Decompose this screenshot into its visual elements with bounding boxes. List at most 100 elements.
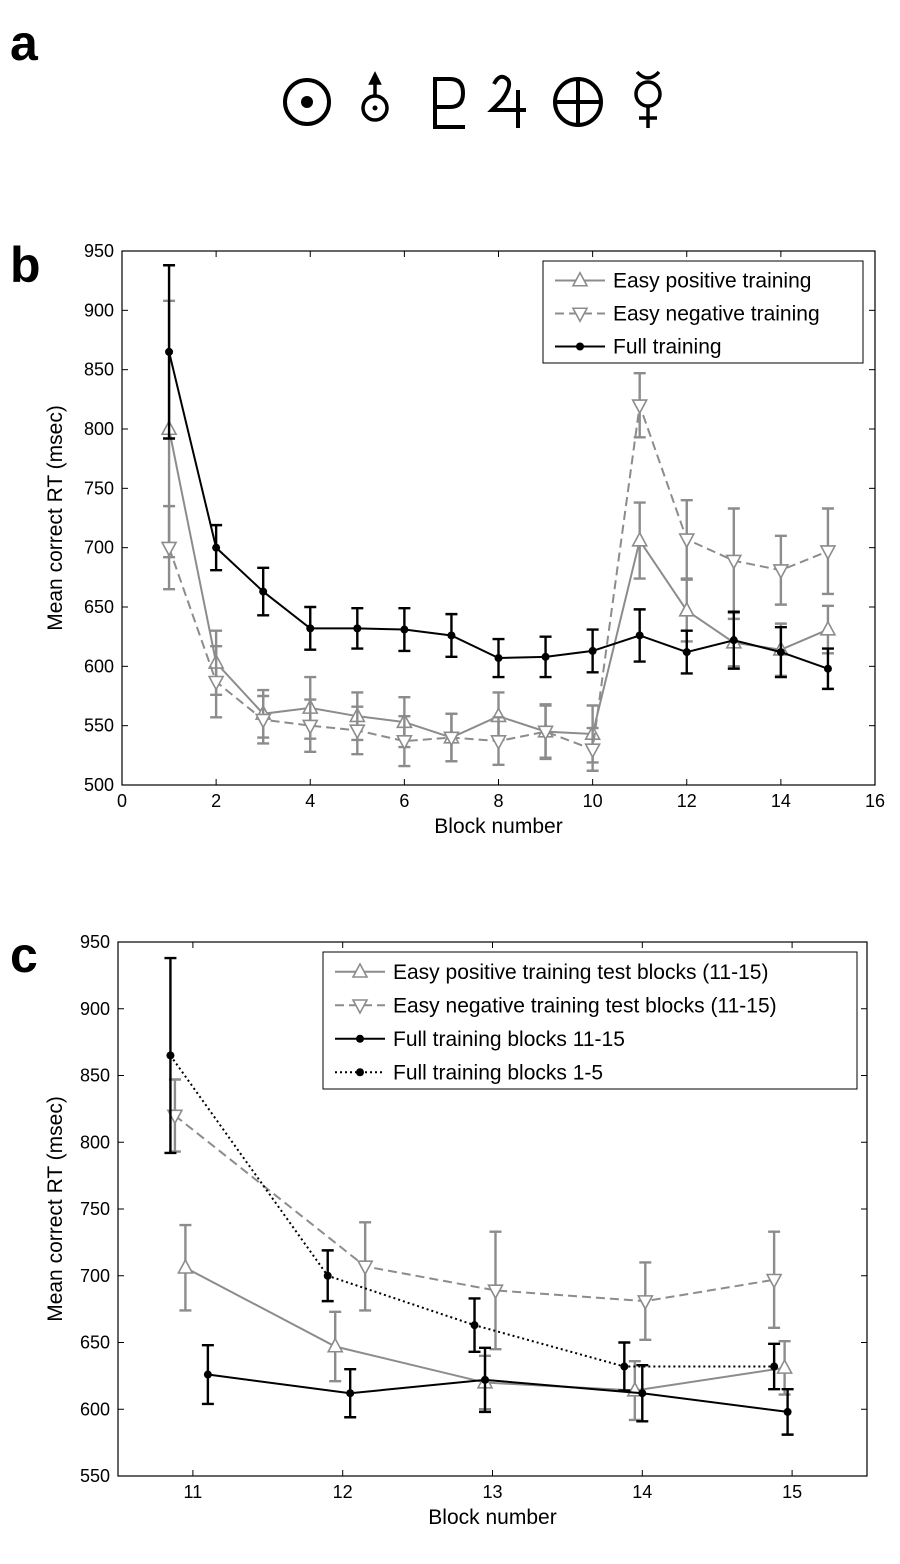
legend-marker — [351, 999, 369, 1015]
data-point — [541, 652, 550, 661]
panel-label-b: b — [10, 237, 41, 293]
legend-marker — [356, 1068, 364, 1077]
pluto-icon — [433, 77, 466, 129]
y-tick-label: 500 — [84, 775, 114, 795]
legend-label: Easy positive training test blocks (11-1… — [393, 961, 768, 984]
x-tick-label: 2 — [211, 791, 221, 811]
y-tick-label: 600 — [80, 1399, 110, 1419]
data-point — [481, 1375, 490, 1384]
data-point — [776, 1358, 793, 1374]
y-tick-label: 600 — [84, 656, 114, 676]
data-point — [537, 725, 554, 741]
data-point — [823, 664, 832, 673]
x-tick-label: 14 — [771, 791, 791, 811]
y-tick-label: 650 — [84, 597, 114, 617]
data-point — [487, 1284, 504, 1300]
data-point — [635, 631, 644, 640]
data-point — [443, 731, 460, 747]
data-point — [207, 675, 225, 692]
data-point — [353, 624, 362, 633]
y-tick-label: 550 — [80, 1466, 110, 1486]
legend-marker — [571, 271, 589, 287]
data-point — [165, 347, 174, 356]
series-2 — [201, 1343, 794, 1436]
data-point — [588, 646, 597, 655]
y-tick-label: 950 — [84, 241, 114, 261]
x-tick-label: 11 — [184, 1482, 203, 1502]
x-tick-label: 10 — [583, 791, 603, 811]
data-point — [203, 1370, 212, 1379]
y-tick-label: 750 — [80, 1199, 110, 1219]
data-point — [776, 648, 785, 657]
series-2 — [163, 264, 834, 691]
data-point — [819, 620, 837, 636]
x-tick-label: 16 — [865, 791, 885, 811]
data-point — [212, 543, 221, 552]
x-tick-label: 13 — [482, 1482, 502, 1502]
data-point — [631, 399, 649, 415]
data-point — [636, 1295, 654, 1311]
data-point — [470, 1321, 479, 1330]
earth-icon — [553, 77, 603, 127]
y-tick-label: 850 — [80, 1066, 110, 1086]
data-point — [494, 654, 503, 663]
y-tick-label: 550 — [84, 716, 114, 736]
uranus-icon — [361, 71, 389, 122]
x-tick-label: 12 — [677, 791, 697, 811]
symbol-row — [283, 70, 662, 129]
data-point — [772, 564, 790, 580]
series-line — [168, 351, 829, 670]
legend: Easy positive training test blocks (11-1… — [322, 951, 858, 1090]
data-point — [326, 1337, 344, 1353]
x-axis-label: Block number — [428, 1506, 556, 1529]
x-tick-label: 12 — [333, 1482, 353, 1502]
legend: Easy positive training Easy negative trai… — [542, 260, 864, 364]
data-point — [301, 719, 319, 736]
x-tick-label: 0 — [117, 791, 127, 811]
y-axis-label: Mean correct RT (msec) — [44, 1096, 67, 1322]
legend-label: Easy positive training — [613, 270, 811, 293]
chart-c: 11 12 13 14 15 550 600 650 700 750 800 850 900 950 Blo… — [44, 932, 868, 1529]
x-tick-label: 4 — [305, 791, 315, 811]
legend-label: Full training — [613, 336, 722, 359]
panel-label-c: c — [10, 927, 38, 983]
y-tick-label: 750 — [84, 478, 114, 498]
data-point — [348, 724, 366, 740]
data-point — [678, 533, 696, 549]
sun-icon — [283, 78, 331, 126]
data-point — [783, 1407, 792, 1416]
x-axis-label: Block number — [434, 815, 562, 838]
x-tick-label: 14 — [632, 1482, 652, 1502]
legend-label: Full training blocks 1-5 — [393, 1061, 603, 1084]
series-line — [169, 1054, 775, 1368]
legend-marker — [351, 962, 369, 978]
data-point — [166, 1051, 175, 1060]
data-point — [323, 1271, 332, 1280]
legend-label: Easy negative training test blocks (11-1… — [393, 994, 777, 1017]
mercury-icon — [634, 70, 662, 128]
data-point — [259, 587, 268, 596]
y-tick-label: 850 — [84, 360, 114, 380]
x-tick-label: 8 — [493, 791, 503, 811]
data-point — [765, 1273, 783, 1290]
legend-marker — [576, 342, 584, 351]
panel-label-a: a — [10, 15, 38, 71]
data-point — [254, 713, 272, 730]
y-tick-label: 800 — [80, 1132, 110, 1152]
data-point — [160, 541, 178, 558]
y-tick-label: 650 — [80, 1333, 110, 1353]
x-tick-label: 6 — [399, 791, 409, 811]
y-tick-label: 950 — [80, 932, 110, 952]
legend-label: Easy negative training — [613, 303, 820, 326]
x-tick-label: 15 — [782, 1482, 802, 1502]
data-point — [770, 1362, 779, 1371]
data-point — [725, 554, 743, 571]
y-tick-label: 800 — [84, 419, 114, 439]
data-point — [306, 624, 315, 633]
data-point — [729, 636, 738, 645]
data-point — [620, 1362, 629, 1371]
chart-b: 0 2 4 6 8 10 12 14 16 500 550 600 650 700 750 800 850 900… — [44, 241, 885, 838]
data-point — [447, 631, 456, 640]
data-point — [490, 735, 507, 751]
data-point — [682, 648, 691, 657]
